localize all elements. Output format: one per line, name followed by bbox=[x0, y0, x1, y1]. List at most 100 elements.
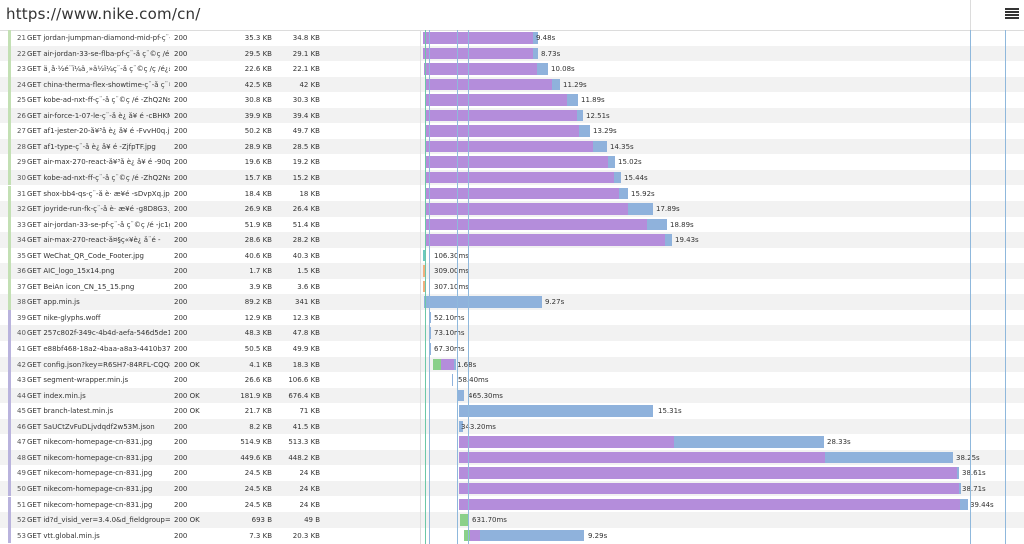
table-row[interactable]: 52 GET id?d_visid_ver=3.4.0&d_fieldgroup=… bbox=[0, 512, 1024, 528]
table-row[interactable]: 25 GET kobe-ad-nxt-ff-ç¨-å ç¨©ç /é -ZhQ2N… bbox=[0, 92, 1024, 108]
row-type-marker bbox=[8, 201, 11, 217]
status-code: 200 bbox=[174, 484, 188, 493]
row-type-marker bbox=[8, 294, 11, 310]
row-number: 31 bbox=[17, 189, 26, 198]
page-url[interactable]: https://www.nike.com/cn/ bbox=[6, 5, 201, 23]
table-row[interactable]: 45 GET branch-latest.min.js 200 OK 21.7 KB 7… bbox=[0, 403, 1024, 419]
row-type-marker bbox=[8, 449, 11, 466]
waterfall-cell: 1.68s bbox=[422, 357, 1024, 373]
timing-segment bbox=[959, 482, 961, 495]
table-row[interactable]: 43 GET segment-wrapper.min.js 200 26.6 KB 10… bbox=[0, 372, 1024, 388]
list-view-icon[interactable] bbox=[1005, 8, 1019, 20]
status-code: 200 bbox=[174, 376, 188, 385]
table-row[interactable]: 53 GET vtt.global.min.js 200 7.3 KB 20.3 KB 9… bbox=[0, 527, 1024, 544]
table-row[interactable]: 41 GET e88bf468-18a2-4baa-a8a3-4410b37bab… bbox=[0, 341, 1024, 357]
resource-size: 49 B bbox=[304, 516, 320, 525]
table-row[interactable]: 33 GET air-jordan-33-se-pf-ç¨-å ç¨©ç /é -… bbox=[0, 216, 1024, 233]
waterfall-cell: 28.33s bbox=[422, 434, 1024, 450]
transfer-size: 42.5 KB bbox=[244, 80, 272, 89]
timing-segment bbox=[425, 171, 614, 184]
row-number: 23 bbox=[17, 65, 26, 74]
row-number: 24 bbox=[17, 80, 26, 89]
resource-size: 30.3 KB bbox=[292, 96, 320, 105]
timing-segment bbox=[647, 218, 667, 231]
request-name: GET index.min.js bbox=[27, 391, 86, 400]
status-code: 200 bbox=[174, 329, 188, 338]
table-row[interactable]: 40 GET 257c802f-349c-4b4d-aefa-546d5de15e… bbox=[0, 325, 1024, 341]
timing-marker-line bbox=[457, 30, 458, 544]
resource-size: 18 KB bbox=[299, 189, 320, 198]
table-row[interactable]: 46 GET SaUCtZvFuDLjvdqdf2w53M.json 200 8.2 … bbox=[0, 418, 1024, 435]
request-name: GET WeChat_QR_Code_Footer.jpg bbox=[27, 251, 145, 260]
duration-label: 631.70ms bbox=[472, 516, 507, 525]
table-row[interactable]: 26 GET air-force-1-07-le-ç¨-å è¿ å¥ é -cB… bbox=[0, 107, 1024, 124]
table-row[interactable]: 36 GET AIC_logo_15x14.png 200 1.7 KB 1.5 KB 3… bbox=[0, 263, 1024, 279]
table-row[interactable]: 51 GET nikecom-homepage-cn-831.jpg 200 24.5… bbox=[0, 496, 1024, 512]
status-code: 200 OK bbox=[174, 360, 200, 369]
request-name: GET app.min.js bbox=[27, 298, 80, 307]
timing-segment bbox=[577, 109, 583, 122]
table-row[interactable]: 32 GET joyride-run-fk-ç¨-å è· æ¥é -g8D8G3… bbox=[0, 201, 1024, 217]
row-type-marker bbox=[8, 325, 11, 341]
row-number: 35 bbox=[17, 251, 26, 260]
table-row[interactable]: 24 GET china-therma-flex-showtime-ç¨-å ç¨… bbox=[0, 76, 1024, 93]
timing-segment bbox=[452, 374, 453, 386]
row-type-marker bbox=[8, 154, 11, 170]
transfer-size: 39.9 KB bbox=[244, 111, 272, 120]
table-row[interactable]: 44 GET index.min.js 200 OK 181.9 KB 676.4 KB… bbox=[0, 387, 1024, 404]
table-row[interactable]: 27 GET af1-jester-20-å¥³å è¿ å¥ é -FvvH0q… bbox=[0, 123, 1024, 139]
table-row[interactable]: 29 GET air-max-270-react-å¥³å è¿ å¥ é -90… bbox=[0, 154, 1024, 170]
waterfall-cell: 307.10ms bbox=[422, 279, 1024, 295]
status-code: 200 bbox=[174, 422, 188, 431]
resource-size: 29.1 KB bbox=[292, 49, 320, 58]
table-row[interactable]: 23 GET ä¸å·½é¨ï¼ä¸»ä½ï¼ç¨-å ç¨©ç /ç /é¿£ 2… bbox=[0, 61, 1024, 77]
table-row[interactable]: 48 GET nikecom-homepage-cn-831.jpg 200 449.… bbox=[0, 449, 1024, 466]
waterfall-cell: 11.29s bbox=[422, 77, 1024, 93]
table-row[interactable]: 22 GET air-jordan-33-se-flba-pf-ç¨-å ç¨©ç… bbox=[0, 45, 1024, 62]
row-type-marker bbox=[8, 434, 11, 450]
timing-segment bbox=[425, 140, 593, 153]
table-row[interactable]: 39 GET nike-glyphs.woff 200 12.9 KB 12.3 KB 5… bbox=[0, 309, 1024, 326]
table-row[interactable]: 38 GET app.min.js 200 89.2 KB 341 KB 9.27s bbox=[0, 294, 1024, 310]
table-row[interactable]: 34 GET air-max-270-react-å¤§ç«¥è¿ å¨é - 20… bbox=[0, 232, 1024, 248]
transfer-size: 22.6 KB bbox=[244, 65, 272, 74]
waterfall-cell: 11.89s bbox=[422, 92, 1024, 108]
timing-segment bbox=[552, 78, 560, 91]
waterfall-cell: 9.27s bbox=[422, 294, 1024, 310]
table-row[interactable]: 49 GET nikecom-homepage-cn-831.jpg 200 24.5… bbox=[0, 465, 1024, 481]
duration-label: 17.89s bbox=[656, 205, 680, 214]
waterfall-cell: 343.20ms bbox=[422, 419, 1024, 435]
status-code: 200 bbox=[174, 220, 188, 229]
table-row[interactable]: 30 GET kobe-ad-nxt-ff-ç¨-å ç¨©ç /é -ZhQ2N… bbox=[0, 169, 1024, 186]
duration-label: 9.29s bbox=[588, 531, 608, 540]
table-row[interactable]: 21 GET jordan-jumpman-diamond-mid-pf-ç¨-å… bbox=[0, 30, 1024, 46]
resource-size: 676.4 KB bbox=[288, 391, 320, 400]
row-type-marker bbox=[8, 387, 11, 404]
row-number: 33 bbox=[17, 220, 26, 229]
table-row[interactable]: 35 GET WeChat_QR_Code_Footer.jpg 200 40.6 K… bbox=[0, 247, 1024, 264]
timing-segment bbox=[825, 451, 953, 464]
row-number: 51 bbox=[17, 500, 26, 509]
row-number: 53 bbox=[17, 531, 26, 540]
status-code: 200 bbox=[174, 49, 188, 58]
waterfall-cell: 13.29s bbox=[422, 123, 1024, 139]
table-row[interactable]: 37 GET BeiAn icon_CN_15_15.png 200 3.9 KB 3.… bbox=[0, 278, 1024, 295]
table-row[interactable]: 28 GET af1-type-ç¨-å è¿ å¥ é -ZjfpTF.jpg 2… bbox=[0, 138, 1024, 155]
table-row[interactable]: 31 GET shox-bb4-qs-ç¨-å è· æ¥é -sDvpXq.jp… bbox=[0, 185, 1024, 201]
waterfall-cell: 15.44s bbox=[422, 170, 1024, 186]
transfer-size: 21.7 KB bbox=[244, 407, 272, 416]
timing-segment bbox=[459, 482, 959, 495]
request-name: GET AIC_logo_15x14.png bbox=[27, 267, 115, 276]
request-name: GET china-therma-flex-showtime-ç¨-å ç¨©ç bbox=[27, 80, 170, 89]
table-row[interactable]: 50 GET nikecom-homepage-cn-831.jpg 200 24.5… bbox=[0, 480, 1024, 497]
duration-label: 15.44s bbox=[624, 173, 648, 182]
row-number: 49 bbox=[17, 469, 26, 478]
table-row[interactable]: 47 GET nikecom-homepage-cn-831.jpg 200 514.… bbox=[0, 434, 1024, 450]
row-type-marker bbox=[8, 138, 11, 155]
timing-segment bbox=[423, 47, 533, 60]
resource-size: 341 KB bbox=[295, 298, 320, 307]
request-name: GET af1-jester-20-å¥³å è¿ å¥ é -FvvH0q.j… bbox=[27, 127, 170, 136]
timing-segment bbox=[433, 358, 441, 371]
resource-size: 28.2 KB bbox=[292, 236, 320, 245]
